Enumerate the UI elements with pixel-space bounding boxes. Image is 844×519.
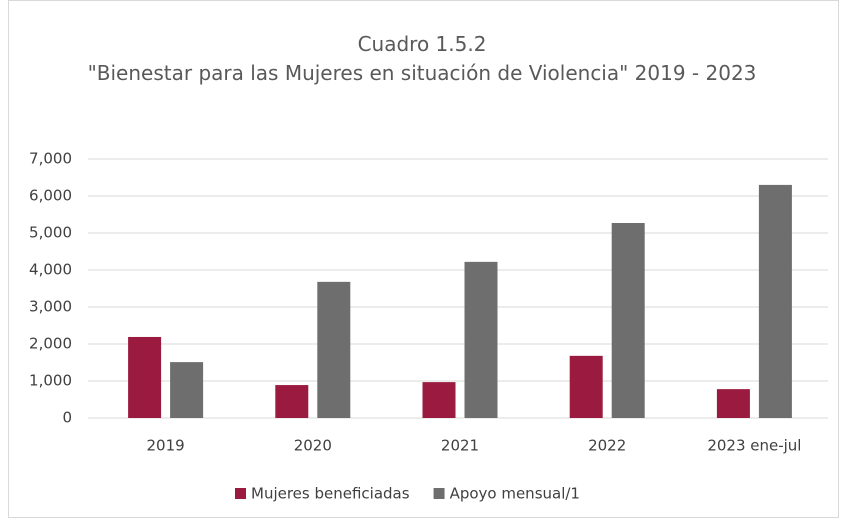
legend-label: Mujeres beneficiadas (251, 485, 410, 503)
bar (275, 385, 309, 418)
y-tick-label: 5,000 (29, 224, 72, 242)
bar (611, 223, 645, 418)
x-tick-label: 2022 (588, 437, 626, 455)
bar (422, 382, 456, 418)
y-tick-label: 2,000 (29, 335, 72, 353)
legend-label: Apoyo mensual/1 (450, 485, 580, 503)
y-tick-label: 1,000 (29, 372, 72, 390)
x-tick-label: 2023 ene-jul (707, 437, 801, 455)
x-tick-label: 2020 (294, 437, 332, 455)
x-tick-label: 2021 (441, 437, 479, 455)
legend-swatch (433, 488, 445, 499)
titles: Cuadro 1.5.2 "Bienestar para las Mujeres… (72, 30, 772, 88)
y-tick-label: 3,000 (29, 298, 72, 316)
bar (716, 389, 750, 418)
y-tick-label: 0 (62, 409, 72, 427)
bar (170, 362, 204, 418)
chart-subtitle: "Bienestar para las Mujeres en situación… (87, 61, 757, 85)
y-tick-label: 7,000 (29, 150, 72, 168)
y-tick-label: 4,000 (29, 261, 72, 279)
chart-title: Cuadro 1.5.2 (357, 32, 487, 56)
legend-swatch (235, 488, 246, 499)
bar (569, 355, 603, 418)
bar (758, 184, 792, 418)
chart-frame (8, 0, 839, 518)
bar (317, 281, 351, 418)
y-tick-label: 6,000 (29, 187, 72, 205)
bar (464, 261, 498, 418)
bar (128, 336, 162, 418)
x-tick-label: 2019 (147, 437, 185, 455)
